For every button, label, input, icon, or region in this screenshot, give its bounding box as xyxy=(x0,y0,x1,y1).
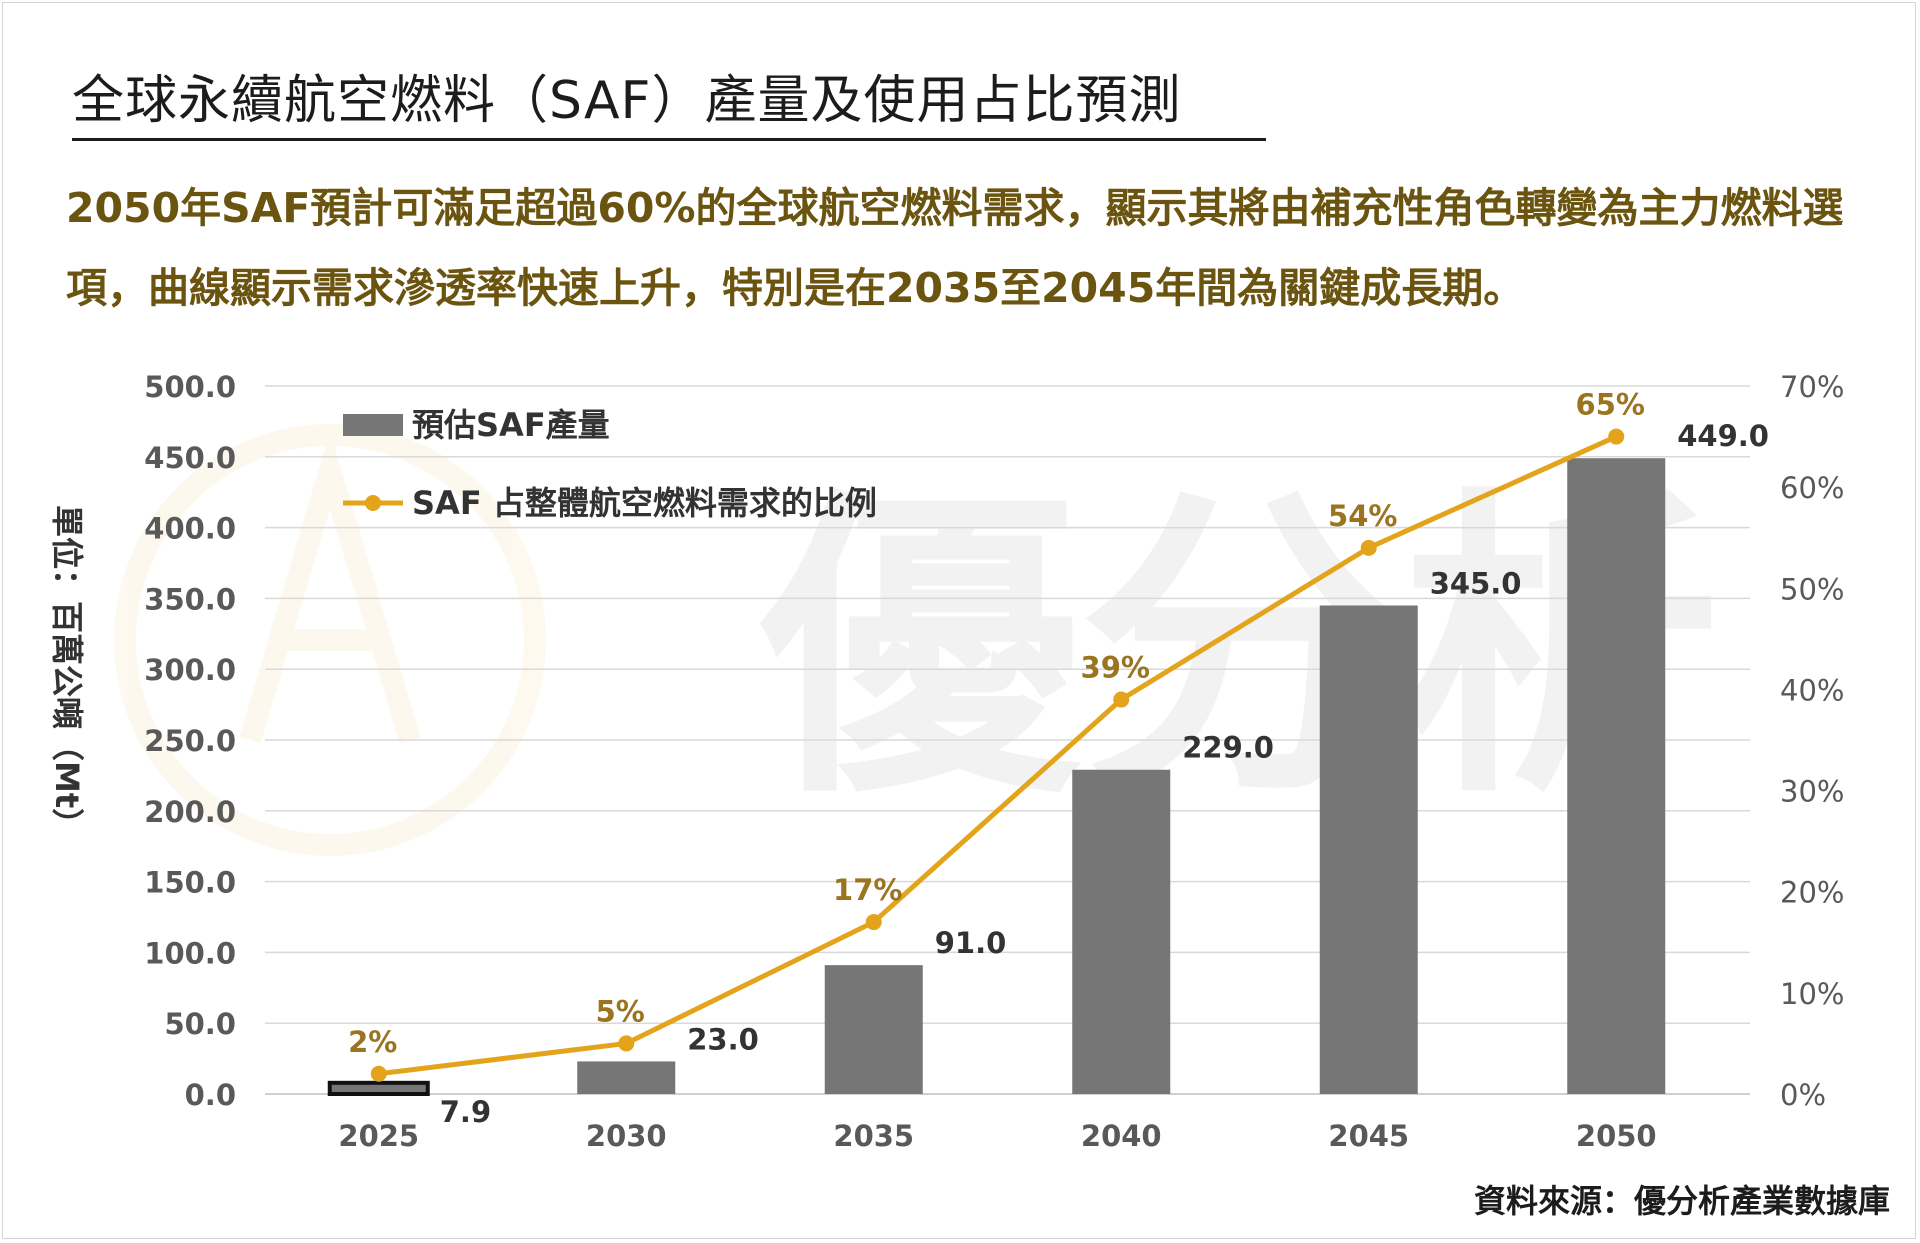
line-data-label: 39% xyxy=(1081,651,1150,685)
line-series: 2% 5% 17% 39% 54% 65% xyxy=(348,388,1645,1082)
page-title: 全球永續航空燃料（SAF）產量及使用占比預測 xyxy=(72,71,1182,131)
source-note: 資料來源：優分析產業數據庫 xyxy=(1473,1182,1890,1220)
bar-data-label: 23.0 xyxy=(687,1022,759,1056)
y-tick-label: 500.0 xyxy=(144,370,236,404)
title-underline xyxy=(72,138,1266,141)
y-tick-label: 400.0 xyxy=(144,512,236,546)
line-point xyxy=(1608,428,1625,445)
y-axis-label: 單位：百萬公噸（Mt） xyxy=(48,505,86,840)
bar-series: 7.9 23.0 91.0 229.0 345.0 449.0 xyxy=(327,419,1769,1129)
bar-data-label: 7.9 xyxy=(440,1095,491,1129)
gridlines xyxy=(265,385,1750,1095)
bar xyxy=(824,965,923,1094)
bar-data-label: 345.0 xyxy=(1430,566,1522,600)
y2-tick-label: 30% xyxy=(1780,775,1844,809)
y-tick-label: 0.0 xyxy=(185,1078,236,1112)
bar-data-label: 229.0 xyxy=(1182,731,1274,765)
y-tick-label: 200.0 xyxy=(144,795,236,829)
watermark-text: 優分析 xyxy=(755,464,1720,836)
line-data-label: 2% xyxy=(348,1025,397,1059)
legend-label-bar: 預估SAF產量 xyxy=(412,406,610,444)
x-tick-label: 2040 xyxy=(1081,1119,1162,1153)
bar xyxy=(1319,605,1418,1094)
line-point xyxy=(1360,539,1377,556)
legend-label-line: SAF 占整體航空燃料需求的比例 xyxy=(412,484,877,522)
line-data-label: 5% xyxy=(596,994,645,1028)
line-point xyxy=(618,1035,635,1052)
y-tick-label: 300.0 xyxy=(144,653,236,687)
x-tick-label: 2025 xyxy=(338,1119,419,1153)
y-tick-label: 250.0 xyxy=(144,724,236,758)
watermark-logo-letter xyxy=(239,431,421,744)
y2-tick-label: 10% xyxy=(1780,977,1844,1011)
bar xyxy=(1567,458,1666,1094)
legend-swatch-bar xyxy=(343,414,403,436)
bar-data-label: 449.0 xyxy=(1677,419,1769,453)
legend: 預估SAF產量 SAF 占整體航空燃料需求的比例 xyxy=(343,406,877,522)
line-path xyxy=(378,434,1618,1077)
line-data-label: 65% xyxy=(1576,388,1645,422)
watermark-logo-ring xyxy=(114,424,546,856)
x-tick-label: 2045 xyxy=(1328,1119,1409,1153)
x-tick-label: 2030 xyxy=(586,1119,667,1153)
y-tick-label: 150.0 xyxy=(144,866,236,900)
axes: 0.0 50.0 100.0 150.0 200.0 250.0 300.0 350.0 400… xyxy=(144,370,1844,1153)
bar xyxy=(327,1080,430,1096)
y2-tick-label: 0% xyxy=(1780,1078,1826,1112)
x-tick-label: 2050 xyxy=(1576,1119,1657,1153)
bar xyxy=(577,1061,676,1094)
y2-tick-label: 60% xyxy=(1780,471,1844,505)
line-point xyxy=(1113,691,1130,708)
y2-tick-label: 20% xyxy=(1780,876,1844,910)
line-data-label: 17% xyxy=(833,873,902,907)
y-tick-label: 350.0 xyxy=(144,582,236,616)
y-tick-label: 450.0 xyxy=(144,441,236,475)
y2-tick-label: 70% xyxy=(1780,370,1844,404)
x-tick-label: 2035 xyxy=(833,1119,914,1153)
bar-data-label: 91.0 xyxy=(935,926,1007,960)
bar xyxy=(1072,769,1171,1094)
y-tick-label: 100.0 xyxy=(144,936,236,970)
y2-tick-label: 50% xyxy=(1780,572,1844,606)
y-tick-label: 50.0 xyxy=(164,1007,236,1041)
legend-swatch-marker xyxy=(365,495,381,511)
line-point xyxy=(865,914,882,931)
line-data-label: 54% xyxy=(1328,499,1397,533)
chart-description: 2050年SAF預計可滿足超過60%的全球航空燃料需求，顯示其將由補充性角色轉變… xyxy=(66,184,1844,312)
line-point xyxy=(370,1065,387,1082)
watermark: 優分析 xyxy=(114,424,1720,856)
y2-tick-label: 40% xyxy=(1780,673,1844,707)
